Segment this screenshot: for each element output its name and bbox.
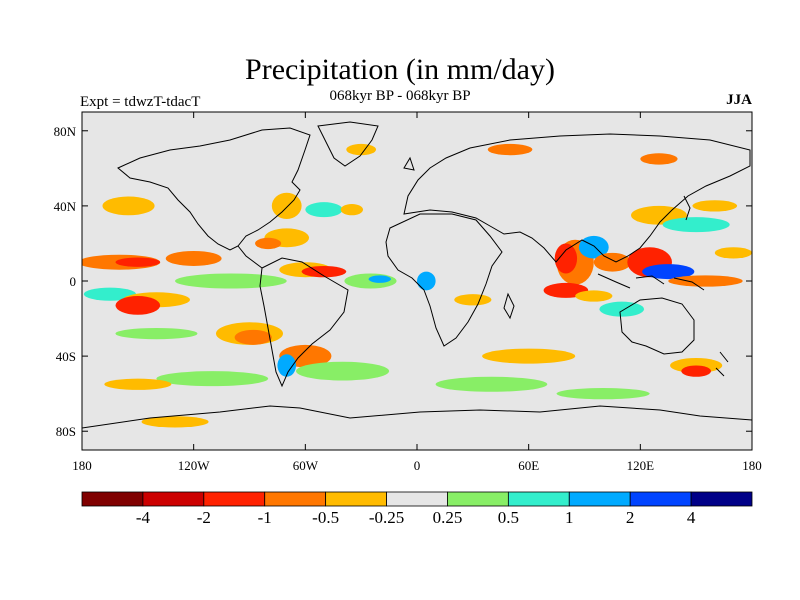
- lon-tick-label: 60W: [293, 458, 319, 473]
- anomaly-patch: [640, 153, 678, 165]
- coast-eurasia: [403, 133, 751, 263]
- anomaly-patch: [296, 361, 390, 381]
- lon-tick-label: 180: [72, 458, 92, 473]
- axis-ticks: 80N 40N 0 40S 80S 180 120W 60W 0 60E 120E 180: [54, 112, 762, 473]
- coast-south-america: [259, 257, 349, 388]
- lon-tick-label: 180: [742, 458, 762, 473]
- lon-tick-label: 120E: [627, 458, 655, 473]
- anomaly-patch: [141, 416, 209, 428]
- anomaly-patch: [234, 329, 272, 345]
- colorbar-label: 0.25: [433, 508, 463, 527]
- coastline-layer: [82, 121, 752, 429]
- colorbar-swatch: [264, 491, 327, 507]
- subtitle: 068kyr BP - 068kyr BP: [329, 88, 471, 104]
- anomaly-patch: [271, 192, 302, 220]
- colorbar-swatch: [325, 491, 387, 507]
- lon-tick-label: 120W: [178, 458, 211, 473]
- coast-north-america: [117, 127, 311, 251]
- anomaly-patch: [417, 271, 436, 291]
- season-label: JJA: [726, 92, 752, 108]
- coast-madagascar: [503, 292, 515, 320]
- coast-japan: [683, 195, 691, 221]
- anomaly-patch: [115, 296, 161, 315]
- anomaly-patch: [575, 290, 613, 302]
- colorbar: -4 -2 -1 -0.5 -0.25 0.25 0.5 1 2 4: [81, 491, 753, 527]
- colorbar-swatch: [386, 491, 448, 507]
- anomaly-layer: [82, 143, 752, 428]
- lat-tick-label: 40S: [56, 349, 76, 364]
- anomaly-patch: [681, 365, 712, 377]
- lat-tick-label: 80S: [56, 424, 76, 439]
- coast-africa: [385, 213, 503, 347]
- colorbar-label: -4: [136, 508, 151, 527]
- coast-greenland: [317, 121, 379, 167]
- lon-tick-label: 0: [414, 458, 421, 473]
- anomaly-patch: [305, 202, 343, 218]
- page-title: Precipitation (in mm/day): [245, 53, 555, 86]
- colorbar-label: 4: [687, 508, 696, 527]
- anomaly-patch: [482, 348, 576, 364]
- lat-tick-label: 0: [70, 274, 77, 289]
- colorbar-label: -1: [258, 508, 272, 527]
- anomaly-patch: [83, 287, 136, 301]
- colorbar-label: -2: [197, 508, 211, 527]
- anomaly-patch: [104, 378, 172, 390]
- coast-central-america: [237, 245, 263, 269]
- coast-uk: [403, 156, 415, 171]
- anomaly-patch: [368, 275, 391, 283]
- experiment-label: Expt = tdwzT-tdacT: [80, 94, 201, 110]
- lat-tick-label: 40N: [54, 199, 77, 214]
- colorbar-swatch: [629, 491, 692, 507]
- lon-tick-label: 60E: [518, 458, 539, 473]
- colorbar-swatch: [203, 491, 266, 507]
- anomaly-patch: [165, 250, 222, 266]
- colorbar-swatch: [568, 491, 631, 507]
- coast-australia: [619, 297, 695, 355]
- anomaly-patch: [599, 301, 645, 317]
- anomaly-patch: [346, 143, 377, 156]
- anomaly-patch: [115, 257, 161, 267]
- coast-new-zealand: [715, 351, 729, 377]
- colorbar-swatch: [690, 491, 753, 507]
- anomaly-patch: [714, 247, 752, 259]
- anomaly-patch: [435, 376, 548, 392]
- colorbar-label: -0.5: [312, 508, 339, 527]
- anomaly-patch: [662, 217, 730, 233]
- anomaly-patch: [556, 388, 650, 400]
- anomaly-patch: [340, 204, 364, 216]
- anomaly-patch: [692, 200, 738, 212]
- anomaly-patch: [175, 273, 287, 289]
- colorbar-swatch: [447, 491, 509, 507]
- anomaly-patch: [454, 294, 492, 306]
- lat-tick-label: 80N: [54, 124, 77, 139]
- colorbar-label: 1: [565, 508, 574, 527]
- colorbar-label: 0.5: [498, 508, 519, 527]
- anomaly-patch: [115, 327, 198, 340]
- anomaly-patch: [554, 243, 578, 274]
- anomaly-patch: [255, 237, 282, 250]
- anomaly-patch: [487, 143, 533, 156]
- colorbar-swatch: [507, 491, 570, 507]
- coast-antarctica: [82, 405, 752, 429]
- colorbar-swatch: [81, 491, 144, 507]
- coast-indonesia: [597, 273, 705, 291]
- colorbar-label: -0.25: [369, 508, 404, 527]
- anomaly-patch: [593, 252, 632, 272]
- anomaly-patch: [277, 354, 297, 377]
- anomaly-patch: [668, 275, 743, 287]
- anomaly-patch: [156, 371, 269, 387]
- anomaly-patch: [102, 196, 155, 216]
- anomaly-patch: [642, 264, 695, 280]
- colorbar-label: 2: [626, 508, 635, 527]
- colorbar-swatch: [142, 491, 205, 507]
